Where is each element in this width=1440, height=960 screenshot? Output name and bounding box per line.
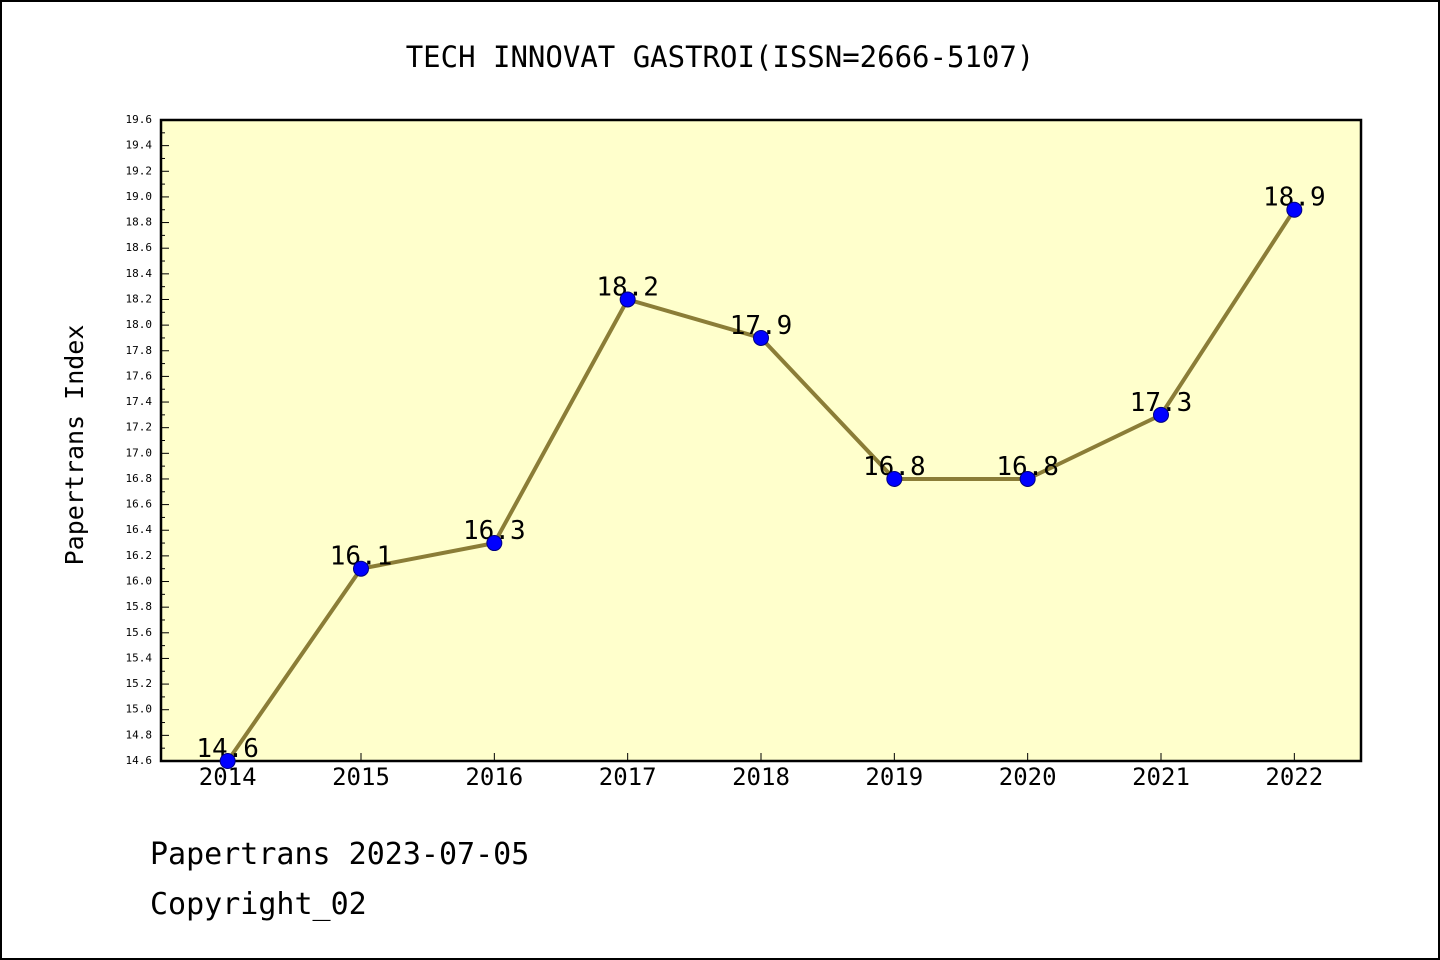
x-tick-label: 2016 [465, 763, 523, 791]
x-tick-label: 2021 [1132, 763, 1190, 791]
x-tick-label: 2020 [999, 763, 1057, 791]
y-tick-label: 19.0 [126, 190, 153, 203]
x-tick-label: 2017 [599, 763, 657, 791]
y-tick-label: 18.4 [126, 267, 153, 280]
data-point-marker [353, 560, 369, 577]
y-tick-label: 17.0 [126, 446, 153, 459]
data-point-marker [886, 470, 903, 487]
y-tick-label: 15.6 [126, 626, 153, 639]
x-tick-label: 2022 [1265, 763, 1323, 791]
y-tick-label: 16.8 [126, 472, 153, 485]
footer-date-line: Papertrans 2023-07-05 [150, 837, 529, 872]
x-tick-label: 2019 [865, 763, 923, 791]
y-tick-label: 18.8 [126, 216, 153, 229]
y-tick-label: 18.0 [126, 318, 153, 331]
y-tick-label: 16.6 [126, 498, 153, 511]
data-point-marker [1153, 406, 1169, 423]
data-point-marker [619, 291, 636, 308]
y-tick-label: 19.4 [126, 139, 153, 152]
plot-area [159, 118, 1363, 763]
data-point-marker [1286, 201, 1303, 218]
y-tick-label: 15.8 [126, 600, 153, 613]
y-tick-label: 19.2 [126, 164, 153, 177]
y-tick-label: 17.2 [126, 421, 153, 434]
x-tick-label: 2018 [732, 763, 790, 791]
y-axis: 14.6 14.8 15.0 15.2 15.4 15.6 15.8 16.0 16.2 16.4… [126, 113, 169, 767]
y-tick-label: 16.2 [126, 549, 153, 562]
chart-title: TECH INNOVAT GASTROI(ISSN=2666-5107) [406, 40, 1035, 74]
marker-group [219, 201, 1303, 769]
y-tick-label: 15.4 [126, 651, 153, 664]
footer-copyright: Copyright_02 [150, 887, 367, 922]
data-point-marker [1019, 470, 1036, 487]
y-tick-label: 18.6 [126, 241, 153, 254]
y-tick-label: 15.2 [126, 677, 153, 690]
y-tick-label: 17.4 [126, 395, 153, 408]
y-tick-label: 17.8 [126, 344, 153, 357]
data-point-marker [486, 535, 503, 552]
y-tick-label: 16.4 [126, 523, 153, 536]
data-point-marker [219, 753, 236, 769]
x-tick-label: 2015 [332, 763, 390, 791]
y-tick-label: 17.6 [126, 369, 153, 382]
data-point-marker [753, 329, 769, 346]
y-tick-label: 16.0 [126, 575, 153, 588]
y-tick-label: 14.6 [126, 754, 153, 767]
y-tick-label: 14.8 [126, 728, 153, 741]
y-axis-label: Papertrans Index [60, 325, 89, 566]
y-tick-label: 18.2 [126, 292, 153, 305]
y-tick-label: 19.6 [126, 113, 153, 126]
y-tick-label: 15.0 [126, 703, 153, 716]
x-axis: 2014 2015 2016 2017 2018 2019 2020 2021 2022 [199, 753, 1323, 791]
